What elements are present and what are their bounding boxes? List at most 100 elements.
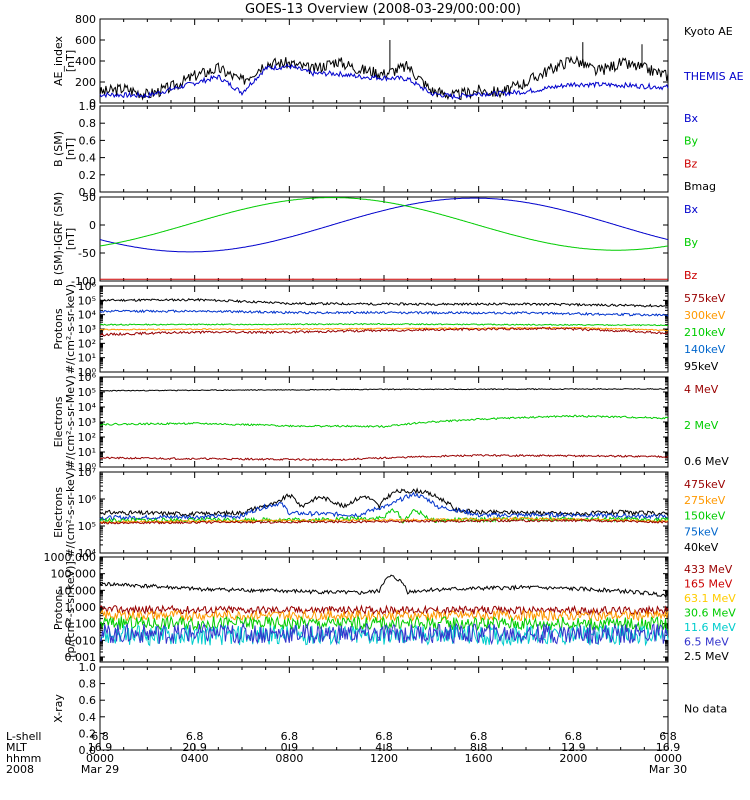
- series-line: [99, 326, 669, 332]
- lshell-tick-label: 6.8: [375, 730, 393, 743]
- panel-frame: [99, 105, 669, 193]
- hhmm-tick-label: 1200: [370, 752, 398, 765]
- y-tick-label: 1.0: [79, 100, 97, 113]
- series-line: [99, 623, 669, 647]
- y-tick-label: -100: [71, 275, 96, 288]
- y-tick-label: 10⁵: [78, 520, 96, 533]
- y-tick-label: 10²: [78, 431, 96, 444]
- y-tick-label: 0.001: [65, 651, 97, 664]
- y-tick-label: 10⁰: [78, 366, 97, 379]
- series-line: [99, 615, 669, 632]
- hhmm-tick-label: 0000: [654, 752, 682, 765]
- y-tick-label: 10⁴: [78, 401, 97, 414]
- hhmm-tick-label: 2000: [559, 752, 587, 765]
- mlt-tick-label: 0.9: [281, 741, 299, 754]
- legend-label: 6.5 MeV: [684, 636, 729, 649]
- panel-frame: [99, 196, 669, 282]
- y-tick-label: 0.2: [79, 727, 97, 740]
- y-axis-label: Electrons: [52, 487, 65, 538]
- legend-label: 63.1 MeV: [684, 592, 736, 605]
- series-line: [99, 487, 669, 517]
- series-line: [100, 454, 669, 462]
- y-tick-label: 10⁵: [78, 294, 96, 307]
- panel-protons_high: 0.001 0.010 0.100 1.000 10.000 100.000 1000.00…: [44, 551, 737, 664]
- series-line: [99, 197, 669, 251]
- y-tick-label: 1.0: [79, 661, 97, 674]
- series-line: [99, 63, 669, 100]
- y-tick-label: 0.8: [79, 678, 97, 691]
- y-tick-label: -50: [78, 247, 96, 260]
- y-tick-label: 0.4: [79, 711, 97, 724]
- y-tick-label: 10¹: [78, 446, 96, 459]
- y-tick-label: 10⁴: [78, 547, 97, 560]
- y-axis-label: Electrons: [52, 396, 65, 447]
- y-tick-label: 0.100: [65, 618, 97, 631]
- mlt-tick-label: 8.8: [470, 741, 488, 754]
- legend-label: 75keV: [684, 525, 719, 538]
- panel-electrons_kev: 10⁴ 10⁵ 10⁶ 10⁷ Electrons #/(cm²-s-sr-keV) 475…: [52, 466, 726, 560]
- legend-label: 40keV: [684, 541, 719, 554]
- lshell-tick-label: 6.8: [91, 730, 109, 743]
- y-axis-label: Protons: [52, 589, 65, 630]
- y-axis-label: Protons: [52, 308, 65, 349]
- y-tick-label: 1.000: [65, 601, 97, 614]
- legend-label: Bmag: [684, 180, 716, 193]
- panel-frame: [99, 471, 669, 554]
- y-axis-units: [nT]: [64, 228, 77, 250]
- y-axis-units: [nT]: [64, 138, 77, 160]
- series-line: [99, 608, 669, 623]
- series-line: [99, 414, 669, 428]
- y-tick-label: 800: [75, 13, 96, 26]
- legend-label: 0.6 MeV: [684, 455, 729, 468]
- figure-title: GOES-13 Overview (2008-03-29/00:00:00): [245, 2, 521, 17]
- lshell-tick-label: 6.8: [565, 730, 583, 743]
- panel-electrons_ev: 10⁰ 10¹ 10² 10³ 10⁴ 10⁵ 10⁶ Electrons #/(cm²-s-s…: [52, 371, 729, 474]
- y-axis-units: #/(cm²-s-sr-MeV): [64, 375, 77, 469]
- panel-xray: 0.0 0.2 0.4 0.6 0.8 1.0 X-ray No data: [52, 661, 727, 757]
- y-tick-label: 0.010: [65, 634, 97, 647]
- y-axis-units: [nT]: [64, 50, 77, 72]
- series-line: [99, 323, 669, 327]
- y-tick-label: 10⁶: [78, 371, 97, 384]
- series-line: [99, 197, 669, 253]
- legend-label: 150keV: [684, 510, 726, 523]
- hhmm-tick-label: 0000: [86, 752, 114, 765]
- panel-bsm: 0.0 0.2 0.4 0.6 0.8 1.0 B (SM) [nT] Bx By Bz Bmag: [52, 100, 716, 199]
- legend-label: 11.6 MeV: [684, 621, 736, 634]
- legend-label: 2.5 MeV: [684, 650, 729, 663]
- series-line: [99, 518, 669, 525]
- y-tick-label: 200: [75, 76, 96, 89]
- lshell-tick-label: 6.8: [659, 730, 677, 743]
- y-tick-label: 0.2: [79, 169, 97, 182]
- no-data-label: No data: [684, 703, 727, 716]
- hhmm-tick-label: 1600: [465, 752, 493, 765]
- y-tick-label: 0.6: [79, 134, 97, 147]
- legend-label: By: [684, 135, 699, 148]
- legend-label: 433 MeV: [684, 563, 733, 576]
- date-tick-label: Mar 29: [81, 763, 119, 776]
- y-axis-units: #/(cm²-s-sr-keV): [64, 467, 77, 557]
- series-line: [99, 297, 669, 308]
- legend-label: 30.6 MeV: [684, 607, 736, 620]
- y-tick-label: 0.8: [79, 117, 97, 130]
- y-axis-label: B (SM): [52, 131, 65, 167]
- y-tick-label: 10⁶: [78, 280, 97, 293]
- y-tick-label: 10⁵: [78, 386, 96, 399]
- series-line: [99, 622, 669, 646]
- series-line: [99, 40, 669, 101]
- y-tick-label: 0.4: [79, 152, 97, 165]
- legend-label: Bz: [684, 157, 698, 170]
- y-axis-label: B (SM)-IGRF (SM): [52, 192, 65, 286]
- y-tick-label: 400: [75, 55, 96, 68]
- panel-bigrf: -100 -50 0 50 B (SM)-IGRF (SM) [nT] Bx By Bz: [52, 191, 699, 288]
- y-tick-label: 10³: [78, 323, 96, 336]
- mlt-tick-label: 16.9: [656, 741, 681, 754]
- mlt-tick-label: 12.9: [561, 741, 586, 754]
- x-row-label: hhmm: [6, 752, 41, 765]
- panel-ae: 0 200 400 600 800 AE_index [nT] Kyoto AE THEMIS …: [52, 13, 744, 110]
- legend-label: 140keV: [684, 343, 726, 356]
- legend-label: 2 MeV: [684, 419, 719, 432]
